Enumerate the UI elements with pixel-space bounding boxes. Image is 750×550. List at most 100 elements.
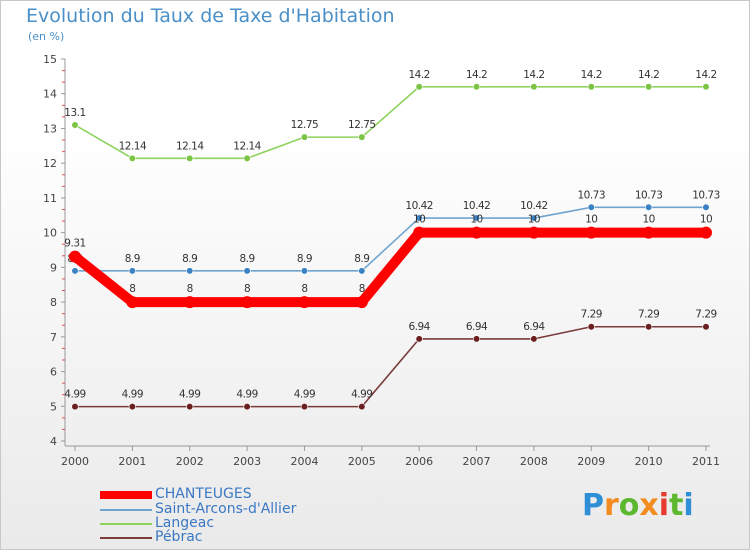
x-tick-label: 2010 (635, 455, 663, 468)
y-tick-label: 11 (43, 192, 57, 205)
data-point-chanteuges (585, 226, 598, 239)
x-tick-label: 2003 (233, 455, 261, 468)
data-label-p-brac: 4.99 (294, 389, 315, 401)
data-label-p-brac: 4.99 (236, 389, 257, 401)
data-label-saint-arcons-d-allier: 10.73 (577, 189, 605, 201)
data-point-langeac (128, 154, 136, 162)
y-tick-label: 15 (43, 53, 57, 66)
data-label-p-brac: 7.29 (581, 309, 602, 321)
data-label-chanteuges: 8 (129, 283, 135, 295)
data-point-chanteuges (700, 226, 712, 239)
data-label-p-brac: 4.99 (122, 389, 143, 401)
data-point-chanteuges (69, 250, 81, 263)
data-point-saint-arcons-d-allier (702, 203, 710, 211)
data-point-chanteuges (642, 226, 655, 239)
x-tick-label: 2002 (176, 455, 204, 468)
x-tick-label: 2007 (463, 455, 491, 468)
legend-label-saint-arcons: Saint-Arcons-d'Allier (155, 501, 297, 517)
data-point-langeac (702, 83, 710, 91)
data-point-langeac (415, 83, 423, 91)
data-label-chanteuges: 9.31 (64, 238, 85, 250)
data-label-chanteuges: 8 (187, 283, 193, 295)
data-point-chanteuges (241, 296, 254, 309)
data-label-langeac: 14.2 (695, 69, 716, 81)
data-label-langeac: 12.75 (291, 119, 319, 131)
data-point-saint-arcons-d-allier (186, 267, 194, 275)
data-point-p-brac (243, 403, 251, 411)
data-point-langeac (300, 133, 309, 141)
data-point-langeac (472, 83, 481, 91)
data-point-chanteuges (126, 296, 139, 309)
y-tick-label: 10 (43, 227, 57, 240)
proxiti-logo: Proxiti (582, 488, 694, 523)
data-label-saint-arcons-d-allier: 10.73 (692, 189, 720, 201)
data-label-langeac: 14.2 (408, 69, 429, 81)
series-line-p-brac (74, 325, 707, 408)
data-point-chanteuges (298, 296, 311, 309)
data-label-saint-arcons-d-allier: 8.9 (297, 253, 312, 265)
data-label-chanteuges: 8 (359, 283, 365, 295)
data-point-chanteuges (355, 296, 368, 309)
data-label-saint-arcons-d-allier: 8.9 (239, 253, 254, 265)
data-point-saint-arcons-d-allier (243, 267, 251, 275)
x-tick-label: 2001 (118, 455, 146, 468)
legend-label-pebrac: Pébrac (155, 529, 203, 545)
x-tick-label: 2009 (577, 455, 605, 468)
data-label-chanteuges: 10 (413, 214, 425, 226)
data-point-langeac (530, 83, 538, 91)
data-point-chanteuges (413, 226, 426, 239)
y-tick-label: 12 (43, 157, 57, 170)
chart-title: Evolution du Taux de Taxe d'Habitation (26, 5, 395, 27)
data-point-chanteuges (183, 296, 196, 309)
data-point-saint-arcons-d-allier (530, 214, 538, 222)
data-point-saint-arcons-d-allier (71, 267, 79, 275)
data-point-p-brac (587, 323, 595, 331)
x-tick-label: 2000 (61, 455, 89, 468)
data-point-langeac (243, 154, 251, 162)
data-label-p-brac: 4.99 (64, 389, 85, 401)
logo-letter: r (604, 488, 619, 523)
data-label-p-brac: 6.94 (466, 321, 488, 333)
y-tick-label: 6 (50, 366, 57, 379)
data-label-langeac: 14.2 (638, 69, 659, 81)
data-point-saint-arcons-d-allier (300, 267, 309, 275)
x-tick-label: 2004 (290, 455, 318, 468)
data-point-saint-arcons-d-allier (587, 203, 595, 211)
data-label-chanteuges: 10 (700, 214, 712, 226)
data-point-p-brac (415, 335, 423, 343)
data-label-chanteuges: 10 (585, 214, 597, 226)
data-label-p-brac: 6.94 (523, 321, 545, 333)
legend-label-chanteuges: CHANTEUGES (155, 486, 252, 502)
data-point-chanteuges (470, 226, 483, 239)
data-label-chanteuges: 8 (244, 283, 250, 295)
data-label-langeac: 12.14 (119, 140, 147, 152)
data-label-saint-arcons-d-allier: 8.9 (354, 253, 369, 265)
legend-swatch-pebrac (100, 537, 152, 539)
series-line-chanteuges (70, 227, 711, 308)
x-tick-label: 2005 (348, 455, 376, 468)
y-tick-label: 9 (50, 261, 57, 274)
data-point-langeac (186, 154, 194, 162)
data-label-saint-arcons-d-allier: 10.42 (520, 200, 548, 212)
chart-subtitle: (en %) (28, 30, 65, 43)
data-label-langeac: 14.2 (466, 69, 487, 81)
data-point-saint-arcons-d-allier (415, 214, 423, 222)
logo-letter: i (683, 488, 694, 523)
data-point-p-brac (186, 403, 194, 411)
series-line-saint-arcons-d-allier (74, 206, 707, 272)
data-label-p-brac: 7.29 (695, 309, 716, 321)
y-tick-label: 4 (50, 435, 57, 448)
logo-letter: P (582, 488, 604, 523)
data-point-saint-arcons-d-allier (358, 267, 366, 275)
data-label-p-brac: 4.99 (179, 389, 200, 401)
data-label-p-brac: 6.94 (408, 321, 430, 333)
data-label-chanteuges: 10 (642, 214, 654, 226)
data-point-p-brac (645, 323, 653, 331)
legend-swatch-langeac (100, 523, 152, 525)
logo-letter: i (658, 488, 670, 523)
x-tick-label: 2008 (520, 455, 548, 468)
legend-swatch-saint-arcons (100, 509, 152, 511)
data-label-langeac: 14.2 (523, 69, 544, 81)
data-point-langeac (358, 133, 366, 141)
